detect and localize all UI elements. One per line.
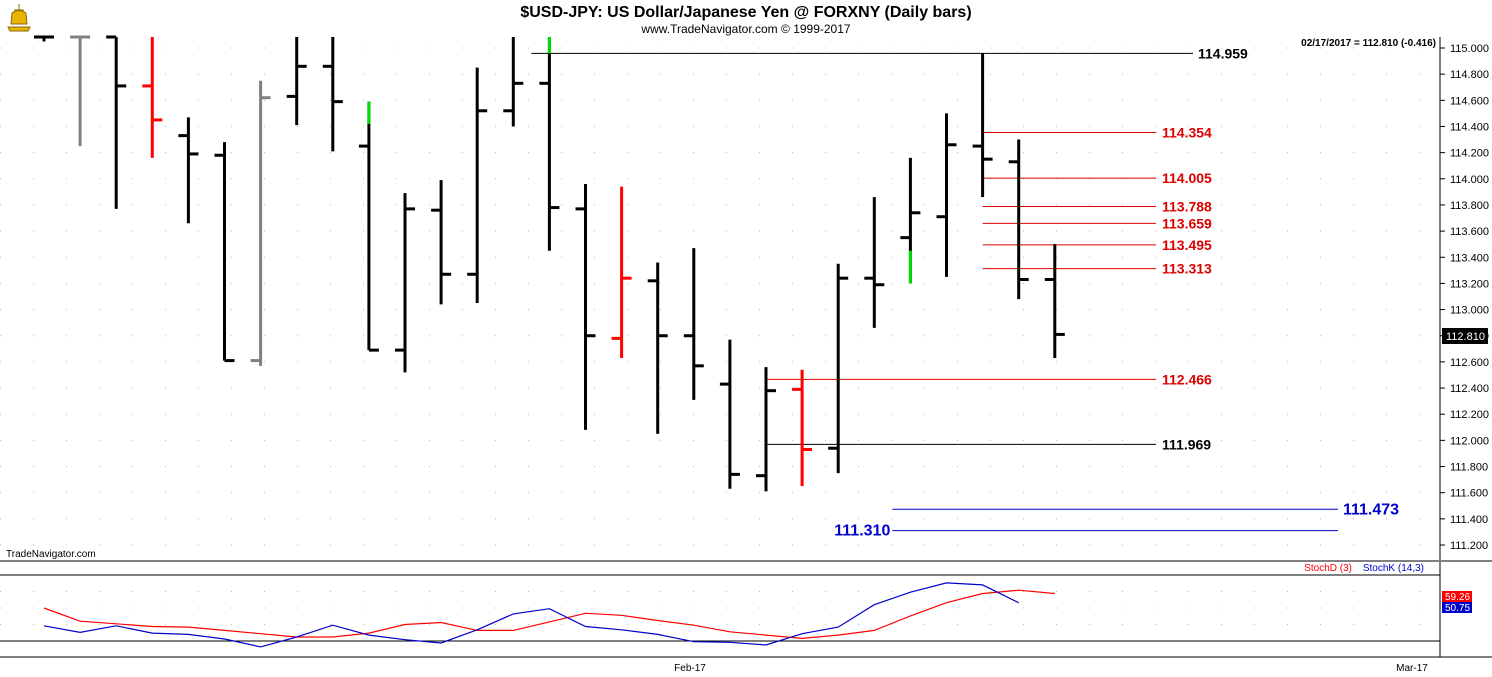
ohlc-bar xyxy=(214,142,235,363)
ohlc-bar xyxy=(34,35,54,42)
price-tick-label: 114.800 xyxy=(1450,69,1489,81)
stochd-legend: StochD (3) xyxy=(1304,563,1352,574)
chart-title: $USD-JPY: US Dollar/Japanese Yen @ FORXN… xyxy=(520,4,971,21)
price-tick-label: 112.400 xyxy=(1450,383,1489,395)
stochd-last-tag: 59.26 xyxy=(1442,591,1472,603)
price-tick-label: 113.200 xyxy=(1450,278,1489,290)
ohlc-bar xyxy=(322,37,343,152)
ohlc-bar xyxy=(972,53,993,198)
price-tick-label: 113.400 xyxy=(1450,252,1489,264)
level-lines xyxy=(531,52,1338,532)
ohlc-bar xyxy=(575,184,596,430)
watermark: TradeNavigator.com xyxy=(6,549,96,560)
level-label: 113.495 xyxy=(1162,237,1212,253)
price-tick-label: 112.600 xyxy=(1450,357,1489,369)
ohlc-bar xyxy=(503,37,524,127)
price-gridlines xyxy=(0,47,1438,546)
stochk-last-tag: 50.75 xyxy=(1442,602,1472,614)
price-tick-label: 113.800 xyxy=(1450,200,1489,212)
price-tick-label: 114.600 xyxy=(1450,95,1489,107)
ohlc-bar xyxy=(286,37,307,126)
level-label: 112.466 xyxy=(1162,371,1212,387)
ohlc-bar xyxy=(900,157,921,284)
level-label: 114.005 xyxy=(1162,170,1212,186)
ohlc-bar xyxy=(539,37,560,251)
last-price-label: 112.810 xyxy=(1446,331,1485,343)
ohlc-bar xyxy=(395,193,415,373)
stoch-gridlines xyxy=(0,591,1438,625)
ohlc-bar xyxy=(178,117,199,224)
stoch-series-line xyxy=(43,589,1055,640)
ohlc-bar xyxy=(719,339,740,489)
ohlc-bar xyxy=(792,369,813,487)
ohlc-bar xyxy=(683,248,704,400)
x-label-feb: Feb-17 xyxy=(674,663,706,674)
ohlc-bar xyxy=(70,35,91,147)
ohlc-bar xyxy=(647,262,668,434)
ohlc-bar xyxy=(467,67,488,304)
price-tick-label: 114.000 xyxy=(1450,174,1489,186)
level-label: 111.473 xyxy=(1343,501,1399,518)
level-label: 111.310 xyxy=(834,523,890,540)
ohlc-bar xyxy=(1044,244,1065,358)
ohlc-bar xyxy=(864,197,885,328)
chart-subtitle: www.TradeNavigator.com © 1999-2017 xyxy=(640,22,850,36)
price-tick-label: 114.400 xyxy=(1450,121,1489,133)
ship-bell-logo-icon xyxy=(6,2,32,32)
ohlc-bar xyxy=(431,180,452,305)
price-tick-label: 112.200 xyxy=(1450,409,1489,421)
price-axis: 115.000 114.800 114.600 114.400 114.200 114.0… xyxy=(1440,43,1489,552)
price-tick-label: 111.600 xyxy=(1450,488,1488,500)
price-tick-label: 111.800 xyxy=(1450,462,1488,474)
price-tick-label: 115.000 xyxy=(1450,43,1489,55)
stochd-last-label: 59.26 xyxy=(1445,592,1470,603)
ohlc-bar xyxy=(756,367,776,492)
x-label-mar: Mar-17 xyxy=(1396,663,1428,674)
price-tick-label: 113.600 xyxy=(1450,226,1489,238)
stochk-last-label: 50.75 xyxy=(1445,603,1470,614)
price-tick-label: 113.000 xyxy=(1450,305,1489,317)
level-label: 113.659 xyxy=(1162,215,1212,231)
level-label: 114.354 xyxy=(1162,124,1212,140)
level-label: 114.959 xyxy=(1198,45,1248,61)
level-label: 113.788 xyxy=(1162,199,1212,215)
stoch-series-line xyxy=(43,582,1019,648)
ohlc-bar xyxy=(106,35,127,209)
ohlc-bar xyxy=(828,263,849,474)
stochk-legend: StochK (14,3) xyxy=(1363,563,1424,574)
last-info: 02/17/2017 = 112.810 (-0.416) xyxy=(1301,38,1436,49)
last-price-tag: 112.810 xyxy=(1442,328,1488,344)
ohlc-bar xyxy=(936,113,957,277)
price-tick-label: 111.400 xyxy=(1450,514,1488,526)
ohlc-bar xyxy=(142,37,163,158)
price-tick-label: 114.200 xyxy=(1450,148,1489,160)
ohlc-bar xyxy=(358,101,379,352)
price-tick-label: 111.200 xyxy=(1450,540,1488,552)
price-tick-label: 112.000 xyxy=(1450,435,1489,447)
price-bars xyxy=(34,35,1065,492)
level-label: 111.969 xyxy=(1162,436,1211,452)
ohlc-bar xyxy=(1008,139,1029,300)
ohlc-bar xyxy=(611,186,632,358)
ohlc-bar xyxy=(250,80,271,366)
level-label: 113.313 xyxy=(1162,261,1212,277)
stoch-lines xyxy=(43,582,1055,648)
stochastic-panel: StochD (3) StochK (14,3) 59.26 50.75 xyxy=(0,562,1492,658)
